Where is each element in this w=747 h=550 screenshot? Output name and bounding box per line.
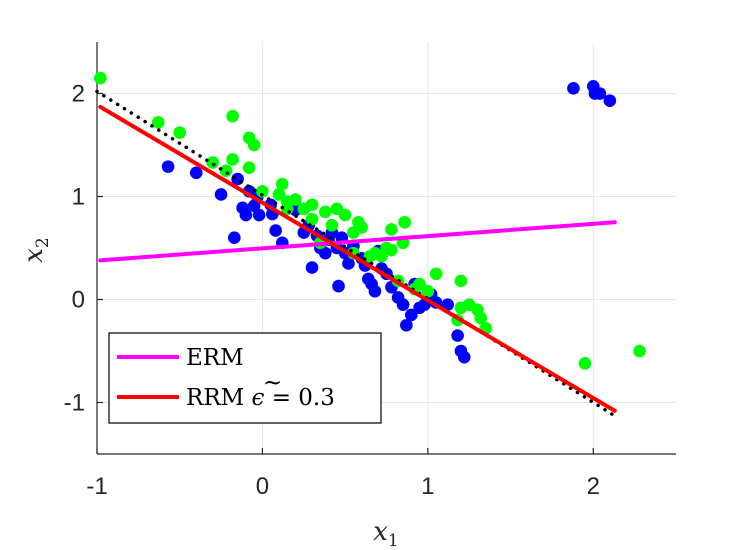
data-point-class-b	[226, 153, 239, 166]
data-point-class-a	[214, 188, 228, 201]
data-point-class-b	[355, 221, 368, 234]
legend: ERM RRM ϵ = 0.3 ~	[108, 332, 382, 424]
data-point-class-a	[239, 208, 253, 222]
x-axis-label-sub: 1	[388, 531, 399, 550]
legend-box	[108, 332, 382, 424]
x-tick-label: 2	[587, 473, 600, 500]
y-tick-label: 1	[72, 184, 85, 211]
data-point-class-b	[226, 109, 239, 123]
data-point-class-a	[603, 94, 617, 108]
data-point-class-b	[275, 177, 289, 191]
data-point-class-b	[325, 219, 339, 232]
target-line	[95, 89, 620, 420]
data-point-class-a	[342, 257, 355, 270]
data-point-class-a	[396, 298, 410, 311]
x-tick-label: 0	[256, 473, 269, 500]
y-axis-label-main: x	[19, 248, 49, 263]
data-point-class-a	[451, 329, 464, 342]
data-point-class-b	[256, 185, 269, 198]
axes	[96, 42, 676, 455]
data-point-class-b	[219, 164, 233, 178]
erm-line	[98, 220, 617, 263]
data-point-class-a	[318, 246, 332, 260]
data-point-class-b	[318, 205, 332, 219]
tick-labels: -1 0 1 2 -1 0 1 2	[64, 81, 600, 501]
legend-rrm-rest: = 0.3	[264, 385, 334, 411]
data-point-class-a	[368, 284, 382, 298]
data-point-class-b	[338, 208, 352, 222]
y-axis-label: x2	[19, 237, 53, 263]
legend-rrm-epsilon: ϵ	[252, 385, 265, 411]
data-point-class-b	[421, 284, 435, 298]
data-point-class-b	[247, 138, 261, 152]
data-point-class-a	[441, 298, 455, 311]
data-point-class-a	[567, 82, 580, 95]
data-point-class-a	[189, 166, 203, 180]
data-point-class-b	[151, 116, 165, 129]
y-tick-label: -1	[64, 390, 85, 417]
x-axis-label: x1	[373, 517, 399, 550]
legend-erm-label: ERM	[186, 345, 244, 371]
data-point-class-b	[474, 311, 488, 325]
data-point-class-b	[385, 243, 398, 257]
marks	[94, 71, 646, 420]
data-point-class-b	[206, 156, 220, 169]
data-point-class-b	[385, 223, 398, 236]
data-point-class-b	[633, 344, 646, 358]
data-point-class-b	[94, 71, 107, 85]
data-point-class-b	[173, 126, 187, 139]
y-axis-label-sub: 2	[33, 237, 53, 248]
data-point-class-a	[228, 231, 241, 244]
data-point-class-a	[593, 87, 607, 100]
legend-rrm-tilde: ~	[263, 370, 282, 396]
x-tick-label: -1	[86, 473, 107, 500]
data-point-class-b	[578, 357, 592, 370]
data-point-class-a	[400, 318, 413, 332]
data-point-class-b	[242, 161, 256, 174]
x-axis-label-main: x	[373, 517, 388, 547]
y-tick-label: 2	[72, 81, 85, 108]
data-point-class-a	[457, 350, 471, 364]
data-point-class-b	[272, 188, 286, 201]
legend-rrm-main: RRM	[186, 385, 252, 411]
data-point-class-a	[332, 279, 345, 293]
data-point-class-b	[305, 212, 319, 226]
data-point-class-a	[252, 208, 266, 222]
data-point-class-b	[454, 274, 468, 288]
data-point-class-a	[269, 224, 282, 237]
data-point-class-b	[398, 215, 411, 229]
data-point-class-a	[305, 261, 319, 274]
data-point-class-a	[161, 160, 175, 173]
data-point-class-a	[405, 308, 418, 322]
data-point-class-b	[429, 267, 443, 281]
data-point-class-b	[305, 198, 319, 212]
rrm-line	[98, 104, 617, 413]
legend-rrm-label: RRM ϵ = 0.3	[186, 385, 335, 411]
x-tick-label: 1	[421, 473, 434, 500]
y-tick-label: 0	[72, 287, 85, 314]
data-point-class-b	[289, 193, 302, 206]
